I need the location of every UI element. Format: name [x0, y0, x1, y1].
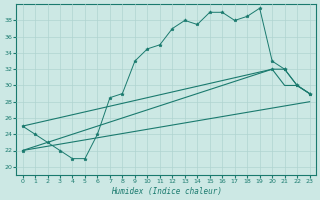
X-axis label: Humidex (Indice chaleur): Humidex (Indice chaleur): [111, 187, 221, 196]
